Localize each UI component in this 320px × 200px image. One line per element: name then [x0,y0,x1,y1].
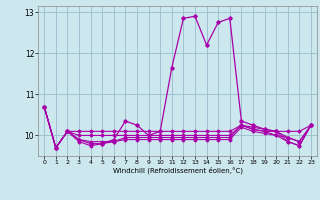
X-axis label: Windchill (Refroidissement éolien,°C): Windchill (Refroidissement éolien,°C) [113,167,243,174]
